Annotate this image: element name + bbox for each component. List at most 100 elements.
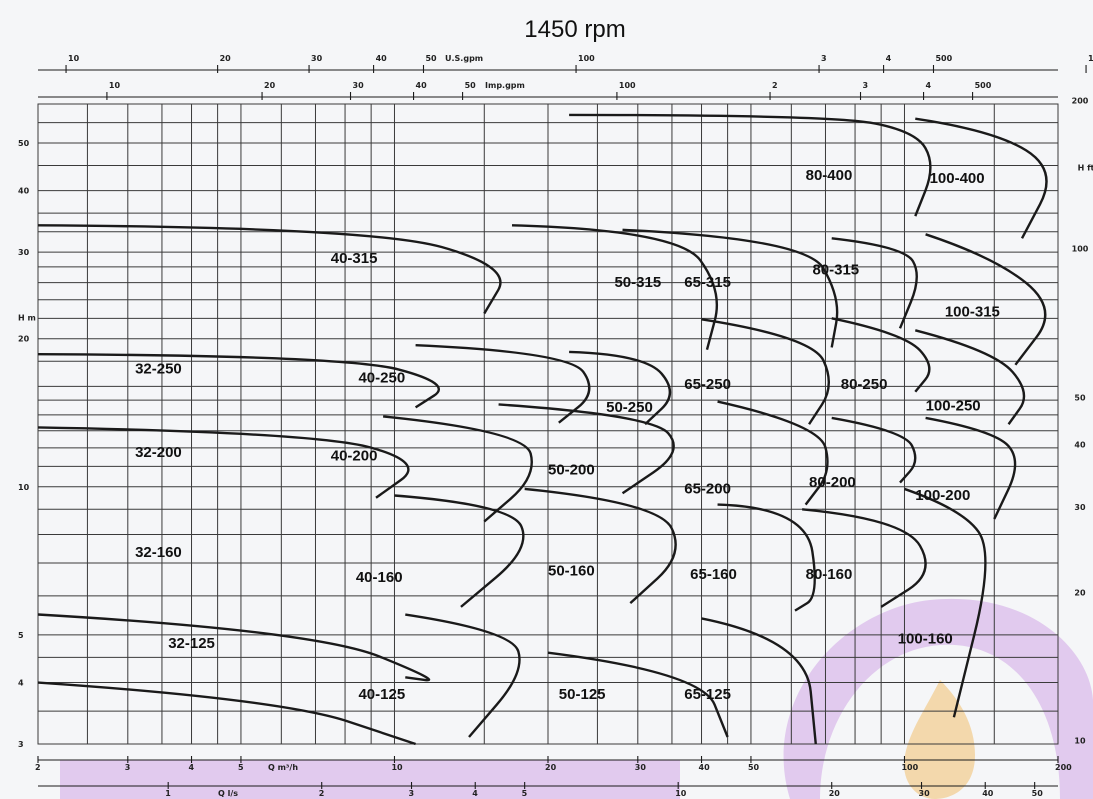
curve-50-125: [547, 651, 729, 738]
series-label-80-315: 80-315: [812, 262, 859, 279]
left-axis-label: H m: [18, 313, 36, 322]
bottom-tick-label: 2: [35, 763, 41, 772]
right-tick-label: 40: [1074, 440, 1086, 449]
series-label-40-160: 40-160: [356, 569, 403, 586]
bottom-tick-label: 5: [238, 763, 244, 772]
series-label-80-200: 80-200: [809, 474, 856, 491]
top-tick-label: 10: [68, 54, 80, 63]
axis-ticks: 3 4 5 10 20 30 40 50 H m 10 20 30 40 50 100 200 H ft: [18, 96, 1093, 749]
right-tick-label: 10: [1074, 736, 1086, 745]
bottom-scales: 2 3 4 5 10 20 30 40 50 100 200 Q m³/h 1 2 3 4 5 10 20 30 40 5…: [35, 756, 1072, 798]
curve-50-250: [569, 350, 672, 426]
left-tick-label: 30: [18, 248, 30, 257]
chart-grid: [37, 103, 1059, 745]
top-tick-label: 40: [416, 81, 428, 90]
series-label-32-250: 32-250: [135, 360, 182, 377]
left-tick-label: 5: [18, 631, 24, 640]
series-label-100-160: 100-160: [898, 631, 953, 648]
curve-65-125: [701, 617, 817, 745]
series-label-40-200: 40-200: [331, 448, 378, 465]
bottom-tick-label: 30: [635, 763, 647, 772]
left-tick-label: 4: [18, 679, 24, 688]
series-label-100-315: 100-315: [945, 303, 1000, 320]
top-tick-label: 20: [264, 81, 276, 90]
bottom-tick-label: 5: [522, 789, 528, 798]
curve-65-160: [717, 503, 816, 612]
bottom-tick-label: 20: [829, 789, 841, 798]
top-tick-label: 30: [311, 54, 323, 63]
series-labels: 32-125 32-160 32-200 32-250 40-125 40-160 40-2…: [135, 167, 1000, 703]
series-label-40-250: 40-250: [358, 369, 405, 386]
curve-100-400: [915, 117, 1048, 239]
top-tick-label: 500: [935, 54, 952, 63]
bottom-scale-unit: Q l/s: [218, 789, 238, 798]
top-tick-label: 4: [926, 81, 932, 90]
top-scales: 10 20 30 40 50 100 3 4 500 1000 U.S.gpm 10 20 30 40 50 1…: [38, 54, 1093, 100]
bottom-tick-label: 50: [748, 763, 760, 772]
bottom-tick-label: 40: [699, 763, 711, 772]
top-tick-label: 50: [425, 54, 437, 63]
top-tick-label: 1000: [1088, 54, 1093, 63]
series-label-65-315: 65-315: [684, 274, 731, 291]
curve-32-250: [37, 353, 440, 409]
top-tick-label: 100: [619, 81, 636, 90]
curve-65-200: [717, 400, 829, 506]
curve-100-250: [914, 329, 1026, 425]
series-label-100-200: 100-200: [915, 487, 970, 504]
curve-80-160: [802, 508, 927, 608]
curve-40-315: [37, 224, 502, 315]
curve-80-315: [831, 237, 918, 329]
top-tick-label: 4: [886, 54, 892, 63]
curve-80-400: [569, 113, 932, 217]
series-label-32-160: 32-160: [135, 544, 182, 561]
bottom-tick-label: 200: [1055, 763, 1072, 772]
curve-100-200: [925, 416, 1017, 520]
top-tick-label: 3: [863, 81, 869, 90]
watermark-logo: [60, 598, 1093, 799]
bottom-tick-label: 100: [901, 763, 918, 772]
curve-100-315: [925, 233, 1047, 366]
curve-50-160: [524, 487, 677, 605]
series-label-40-125: 40-125: [358, 686, 405, 703]
series-label-50-315: 50-315: [614, 274, 661, 291]
right-axis-label: H ft: [1078, 163, 1093, 172]
curve-40-250: [415, 344, 591, 424]
bottom-tick-label: 3: [125, 763, 131, 772]
chart-title: 1450 rpm: [524, 16, 625, 43]
left-tick-label: 20: [18, 335, 30, 344]
series-label-80-250: 80-250: [841, 376, 888, 393]
top-scale-unit: U.S.gpm: [445, 54, 483, 63]
right-tick-label: 20: [1074, 588, 1086, 597]
top-tick-label: 2: [772, 81, 778, 90]
right-tick-label: 100: [1072, 245, 1089, 254]
curve-100-160: [904, 487, 987, 718]
curve-32-200: [37, 426, 410, 499]
series-label-100-400: 100-400: [930, 170, 985, 187]
curve-40-125: [405, 613, 521, 738]
series-label-80-400: 80-400: [806, 167, 853, 184]
curve-32-125: [37, 681, 416, 746]
curve-50-200: [498, 403, 675, 495]
top-scale-unit: Imp.gpm: [485, 81, 525, 90]
bottom-tick-label: 3: [409, 789, 415, 798]
series-label-50-200: 50-200: [548, 461, 595, 478]
series-label-32-200: 32-200: [135, 444, 182, 461]
series-label-65-125: 65-125: [684, 686, 731, 703]
curve-80-250: [831, 317, 931, 393]
bottom-tick-label: 20: [545, 763, 557, 772]
series-label-65-250: 65-250: [684, 376, 731, 393]
top-tick-label: 10: [109, 81, 121, 90]
top-tick-label: 100: [578, 54, 595, 63]
bottom-tick-label: 40: [982, 789, 994, 798]
left-tick-label: 3: [18, 740, 24, 749]
curve-65-315: [622, 228, 839, 348]
bottom-tick-label: 10: [675, 789, 687, 798]
top-tick-label: 50: [465, 81, 477, 90]
right-tick-label: 50: [1074, 393, 1086, 402]
top-tick-label: 500: [975, 81, 992, 90]
top-tick-label: 40: [376, 54, 388, 63]
series-label-50-250: 50-250: [606, 399, 653, 416]
bottom-scale-unit: Q m³/h: [268, 763, 298, 772]
